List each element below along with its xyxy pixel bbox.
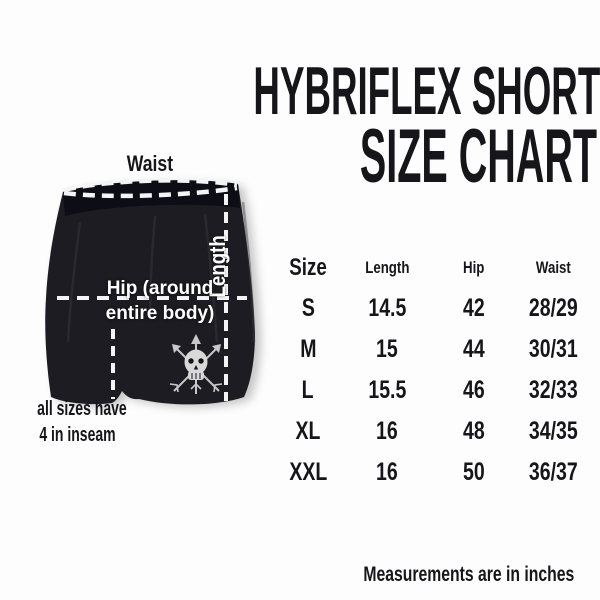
fabric-folds xyxy=(66,201,256,343)
hip-label-line2: entire body) xyxy=(105,303,215,324)
cell-hip-xxl: 50 xyxy=(463,458,485,486)
page-subtitle-text: SIZE CHART xyxy=(359,114,597,199)
cell-hip-l: 46 xyxy=(463,376,485,404)
hip-measure-label: Hip (around entire body) xyxy=(95,276,225,326)
waistband xyxy=(63,180,240,216)
cell-length-s: 14.5 xyxy=(368,294,406,322)
cell-waist-m: 30/31 xyxy=(528,335,578,363)
shorts-shape xyxy=(45,180,256,405)
size-table: Size Length Hip Waist S 14.5 42 28/29 M … xyxy=(280,247,596,493)
column-header-hip: Hip xyxy=(463,257,485,277)
cell-hip-m: 44 xyxy=(463,335,485,363)
cell-size-xl: XL xyxy=(295,417,321,445)
column-header-length: Length xyxy=(364,257,410,277)
cell-size-xxl: XXL xyxy=(289,458,327,486)
cell-length-xxl: 16 xyxy=(376,458,398,486)
measure-lines xyxy=(57,178,247,401)
cell-waist-l: 32/33 xyxy=(528,376,578,404)
waist-measure-line-bottom xyxy=(63,185,238,199)
inseam-note-line2: 4 in inseam xyxy=(38,424,116,446)
page-title: HYBRIFLEX SHORT xyxy=(0,57,600,125)
page-subtitle: SIZE CHART xyxy=(141,119,597,195)
inseam-note: all sizes have 4 in inseam xyxy=(18,396,136,448)
column-header-size: Size xyxy=(289,253,327,281)
cell-length-l: 15.5 xyxy=(368,376,406,404)
cell-size-s: S xyxy=(301,294,315,322)
cell-size-l: L xyxy=(302,376,314,404)
cell-waist-xxl: 36/37 xyxy=(528,458,578,486)
waist-measure-line-top xyxy=(63,178,238,193)
page-title-text: HYBRIFLEX SHORT xyxy=(253,53,600,129)
cell-hip-s: 42 xyxy=(463,294,485,322)
waist-measure-label: Waist xyxy=(126,151,174,176)
skull-crossed-arrows-icon xyxy=(169,334,223,394)
inseam-note-line1: all sizes have xyxy=(37,398,127,420)
cell-hip-xl: 48 xyxy=(463,417,485,445)
units-note: Measurements are in inches xyxy=(363,563,574,586)
cell-length-m: 15 xyxy=(376,335,398,363)
hip-label-line1: Hip (around xyxy=(106,278,214,299)
column-header-waist: Waist xyxy=(535,257,571,277)
cell-length-xl: 16 xyxy=(376,417,398,445)
cell-waist-xl: 34/35 xyxy=(528,417,578,445)
cell-size-m: M xyxy=(299,335,317,363)
cell-waist-s: 28/29 xyxy=(528,294,578,322)
